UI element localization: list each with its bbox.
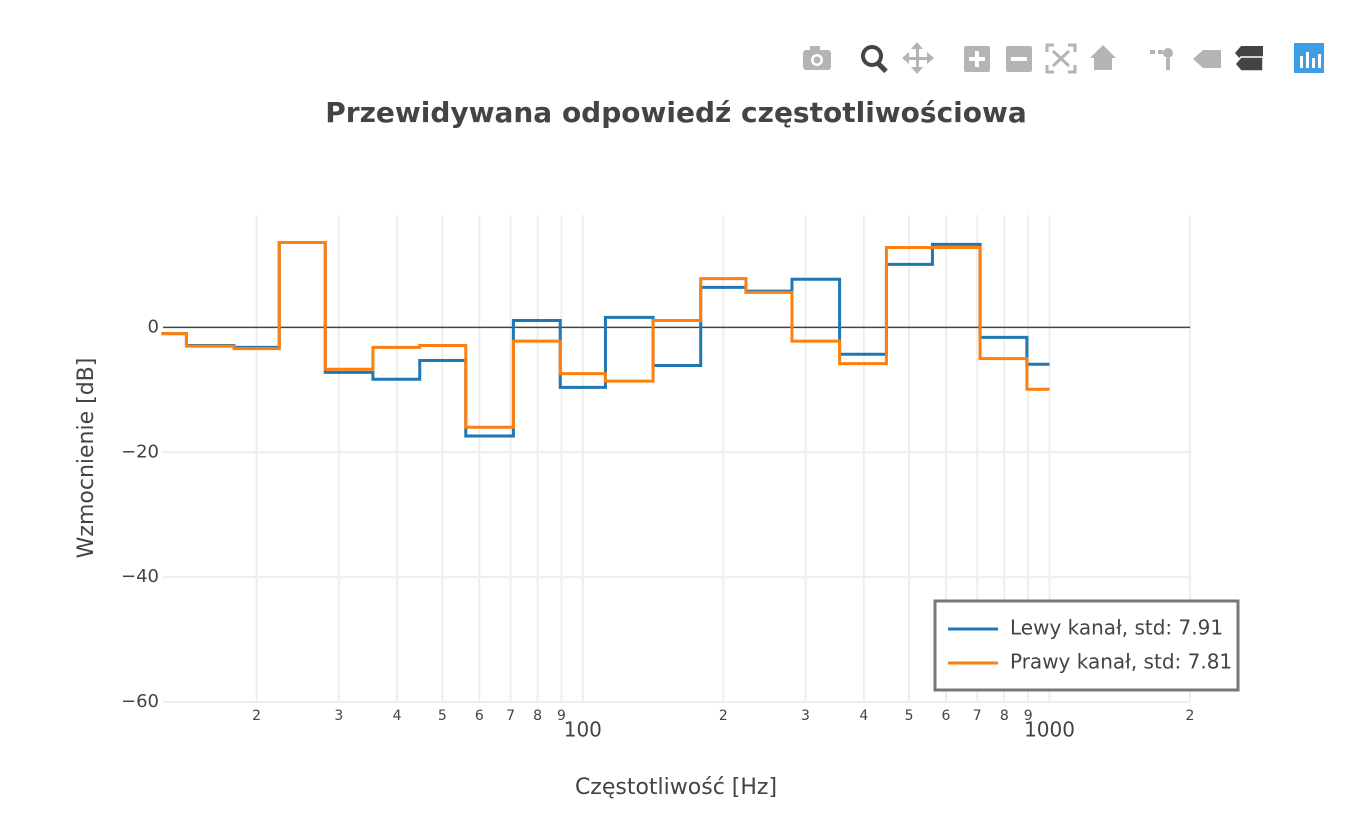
pan-button[interactable] <box>902 42 934 74</box>
y-tick-label: −40 <box>121 566 159 587</box>
x-tick-label: 6 <box>475 708 484 724</box>
x-tick-label: 4 <box>393 708 402 724</box>
x-tick-label: 8 <box>533 708 542 724</box>
spike-button[interactable] <box>1150 48 1173 70</box>
zoom-out-button[interactable] <box>1006 46 1032 72</box>
x-tick-label: 3 <box>801 708 810 724</box>
x-tick-label: 100 <box>564 718 602 742</box>
legend-label: Lewy kanał, std: 7.91 <box>1010 616 1223 640</box>
x-tick-label: 3 <box>334 708 343 724</box>
legend-box <box>933 599 1240 692</box>
hover-compare-button[interactable] <box>1234 46 1264 72</box>
x-tick-label: 2 <box>252 708 261 724</box>
zoom-in-button[interactable] <box>964 46 990 72</box>
plot-area <box>161 240 1050 438</box>
y-tick-label: 0 <box>148 316 159 337</box>
series-line <box>161 240 1050 438</box>
reset-button[interactable] <box>1090 45 1116 70</box>
x-tick-label: 1000 <box>1024 718 1075 742</box>
plotly-logo[interactable] <box>1294 43 1324 73</box>
x-tick-label: 9 <box>557 708 566 724</box>
series-line <box>161 240 1050 429</box>
x-tick-label: 2 <box>719 708 728 724</box>
x-tick-label: 5 <box>438 708 447 724</box>
camera-button[interactable] <box>803 46 831 70</box>
toolbar <box>803 42 1324 74</box>
autoscale-button[interactable] <box>1045 43 1077 74</box>
chart-title: Przewidywana odpowiedź częstotliwościowa <box>325 96 1027 129</box>
y-tick-label: −60 <box>121 691 159 712</box>
legend: Lewy kanał, std: 7.91 Prawy kanał, std: 7… <box>933 599 1240 692</box>
y-axis-title: Wzmocnienie [dB] <box>74 358 99 559</box>
legend-label: Prawy kanał, std: 7.81 <box>1010 650 1232 674</box>
y-tick-label: −20 <box>121 441 159 462</box>
zoom-button[interactable] <box>861 45 888 74</box>
hover-closest-button[interactable] <box>1193 50 1221 68</box>
x-tick-label: 7 <box>506 708 515 724</box>
x-axis-title: Częstotliwość [Hz] <box>575 775 777 800</box>
x-tick-label: 7 <box>973 708 982 724</box>
x-tick-label: 8 <box>1000 708 1009 724</box>
x-tick-label: 5 <box>905 708 914 724</box>
x-tick-label: 4 <box>859 708 868 724</box>
x-tick-label: 9 <box>1024 708 1033 724</box>
x-tick-label: 6 <box>942 708 951 724</box>
x-tick-label: 2 <box>1186 708 1195 724</box>
